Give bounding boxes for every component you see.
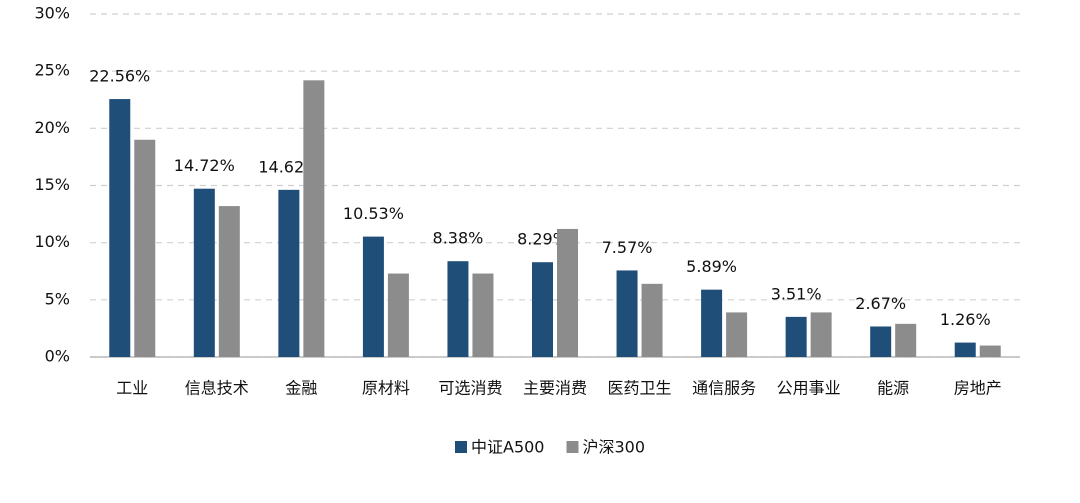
data-label: 8.29% <box>517 230 568 249</box>
x-tick-label: 通信服务 <box>692 379 756 398</box>
data-label: 7.57% <box>602 238 653 257</box>
x-tick-label: 金融 <box>285 379 317 398</box>
x-tick-label: 主要消费 <box>523 379 587 398</box>
bar <box>193 188 215 357</box>
data-label: 5.89% <box>686 257 737 276</box>
bar <box>557 228 578 357</box>
x-tick-label: 工业 <box>116 379 148 398</box>
bar <box>810 312 832 357</box>
y-tick-label: 10% <box>34 232 70 251</box>
bar <box>726 312 748 357</box>
x-tick-label: 公用事业 <box>777 379 841 398</box>
y-tick-label: 0% <box>45 347 70 366</box>
y-tick-label: 15% <box>34 175 70 194</box>
data-label: 8.38% <box>433 229 484 248</box>
bar <box>362 236 384 357</box>
legend-label: 沪深300 <box>583 438 646 457</box>
x-tick-label: 房地产 <box>954 379 1002 398</box>
data-label: 3.51% <box>771 284 822 303</box>
bar <box>616 270 638 357</box>
data-label: 10.53% <box>343 204 404 223</box>
y-tick-label: 30% <box>34 4 70 23</box>
bar <box>387 273 409 357</box>
x-tick-label: 原材料 <box>362 379 410 398</box>
bar <box>785 316 807 357</box>
y-tick-label: 20% <box>34 118 70 137</box>
data-label: 1.26% <box>940 310 991 329</box>
bar <box>532 262 553 357</box>
data-label: 14.72% <box>174 156 235 175</box>
x-tick-label: 医药卫生 <box>608 379 672 398</box>
bar <box>303 80 325 358</box>
bar <box>701 289 723 357</box>
bar <box>278 189 300 357</box>
bar <box>134 139 156 357</box>
legend-swatch <box>455 441 467 453</box>
bar <box>641 283 663 357</box>
data-label: 22.56% <box>89 67 150 86</box>
x-tick-label: 能源 <box>877 379 909 398</box>
bar <box>472 273 494 357</box>
x-tick-label: 信息技术 <box>185 379 249 398</box>
bar <box>979 345 1001 357</box>
legend-label: 中证A500 <box>471 438 545 457</box>
y-tick-label: 5% <box>45 289 70 308</box>
bar <box>109 99 131 358</box>
y-tick-label: 25% <box>34 61 70 80</box>
legend-swatch <box>566 441 579 453</box>
bar <box>870 326 892 357</box>
bar <box>218 206 240 357</box>
bar <box>447 261 469 357</box>
x-tick-label: 可选消费 <box>438 379 502 398</box>
bar <box>895 323 917 357</box>
data-label: 2.67% <box>855 294 906 313</box>
bar <box>954 342 976 357</box>
